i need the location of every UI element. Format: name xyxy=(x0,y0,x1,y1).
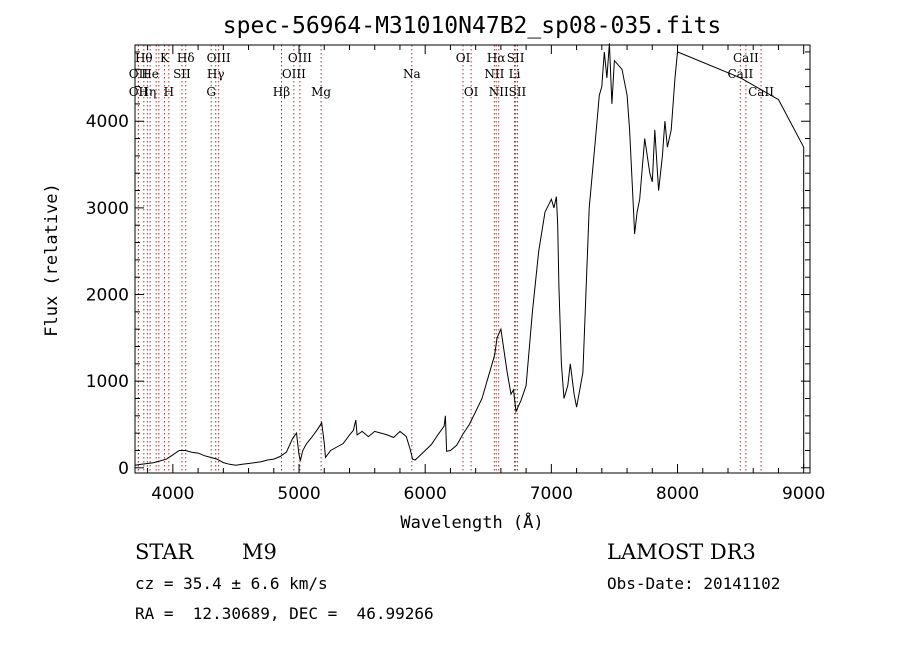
line-label: G xyxy=(206,85,216,99)
line-label: CaII xyxy=(727,67,753,81)
plot-frame xyxy=(134,44,811,474)
y-tick-label: 3000 xyxy=(86,199,129,219)
y-tick-label: 2000 xyxy=(86,286,129,306)
line-label: SII xyxy=(509,85,527,99)
x-axis-label: Wavelength (Å) xyxy=(400,511,543,533)
line-label: Hα xyxy=(487,51,506,65)
observation-date: Obs-Date: 20141102 xyxy=(607,574,781,593)
object-class: STAR xyxy=(135,540,194,564)
line-label: Hθ xyxy=(135,51,153,65)
line-label: SII xyxy=(173,67,191,81)
line-label: Hγ xyxy=(207,67,225,81)
y-tick-label: 1000 xyxy=(86,372,129,392)
x-tick-label: 9000 xyxy=(782,484,825,504)
object-subclass: M9 xyxy=(242,540,277,564)
line-label: Hβ xyxy=(273,85,290,99)
line-label: OIII xyxy=(288,51,312,65)
line-label: He xyxy=(141,67,159,81)
line-label: K xyxy=(160,51,170,65)
line-label: NII xyxy=(484,67,504,81)
x-tick-label: 5000 xyxy=(277,484,320,504)
x-tick-label: 6000 xyxy=(404,484,447,504)
y-axis-label: Flux (relative) xyxy=(42,183,62,337)
x-tick-label: 8000 xyxy=(656,484,699,504)
line-label: OII xyxy=(129,67,149,81)
line-label: OI xyxy=(456,51,471,65)
y-tick-label: 0 xyxy=(118,459,129,479)
line-label: OI xyxy=(464,85,479,99)
line-label: NII xyxy=(489,85,509,99)
spectral-line-labels: OII OII Hθ Hη HeK H SII Hδ G Hγ OIII Hβ OIII OIII Mg Na… xyxy=(129,51,774,99)
line-label: Mg xyxy=(311,85,331,99)
y-tick-label: 4000 xyxy=(86,112,129,132)
x-tick-label: 7000 xyxy=(530,484,573,504)
survey-name: LAMOST DR3 xyxy=(607,540,756,564)
line-label: H xyxy=(164,85,174,99)
redshift-value: cz = 35.4 ± 6.6 km/s xyxy=(135,574,328,593)
line-label: CaII xyxy=(733,51,759,65)
y-axis: 0 1000 2000 3000 4000 xyxy=(86,51,810,479)
line-label: Hη xyxy=(139,85,157,99)
spectrum-line xyxy=(134,43,805,468)
spectral-line-markers xyxy=(137,45,762,473)
line-label: Na xyxy=(403,67,421,81)
line-label: OII xyxy=(129,85,149,99)
line-label: OIII xyxy=(207,51,231,65)
line-label: Hδ xyxy=(177,51,195,65)
line-label: OIII xyxy=(282,67,306,81)
coordinates: RA = 12.30689, DEC = 46.99266 xyxy=(135,604,434,623)
x-tick-label: 4000 xyxy=(151,484,194,504)
chart-title: spec-56964-M31010N47B2_sp08-035.fits xyxy=(223,13,722,39)
line-label: SII xyxy=(507,51,525,65)
x-axis: 4000 5000 6000 7000 8000 9000 xyxy=(147,45,825,504)
line-label: CaII xyxy=(748,85,774,99)
line-label: Li xyxy=(509,67,521,81)
